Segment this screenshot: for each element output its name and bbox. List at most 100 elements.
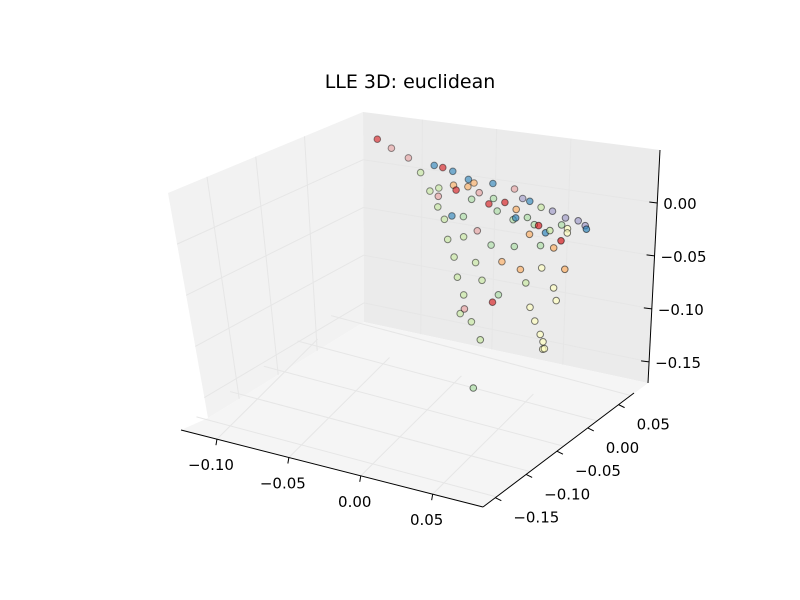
grid-line-back-wall-h-0 (363, 302, 650, 363)
data-point (476, 336, 485, 344)
grid-line-back-wall-v-2 (562, 138, 572, 365)
x-tick-mark (215, 439, 218, 446)
data-point (582, 225, 591, 233)
data-point (557, 237, 565, 245)
data-point (464, 182, 472, 191)
data-point (549, 244, 558, 252)
data-point (440, 215, 449, 224)
grid-line-left-wall-v-1 (255, 156, 279, 375)
y-tick-mark (618, 404, 625, 409)
data-point (467, 195, 476, 204)
data-point (546, 226, 554, 235)
data-point (448, 212, 456, 220)
data-point (469, 384, 478, 392)
axis-lines (180, 149, 661, 508)
data-point (511, 214, 520, 222)
data-point (537, 264, 546, 272)
data-point (537, 203, 545, 212)
data-point (488, 298, 497, 307)
data-point (459, 212, 468, 221)
data-point (563, 229, 572, 237)
data-point (450, 253, 458, 261)
data-point (464, 175, 473, 184)
z-tick-label: −0.15 (655, 354, 701, 372)
data-point (526, 197, 534, 206)
grid-line-back-wall-h-1 (363, 254, 652, 310)
z-tick-mark (643, 307, 652, 310)
grid-line-left-wall-h-2 (185, 207, 364, 296)
data-point (443, 235, 452, 244)
data-point (387, 144, 396, 152)
z-tick-label: −0.10 (658, 301, 704, 319)
x-tick-mark (431, 494, 434, 501)
data-point (449, 167, 457, 176)
grid-line-floor-y-3 (297, 340, 598, 422)
data-point (539, 338, 547, 346)
z-tick-mark (641, 360, 650, 363)
data-point (531, 317, 539, 325)
data-point (494, 291, 503, 299)
grid-line-floor-x-3 (432, 393, 534, 495)
grid-line-floor-y-2 (263, 365, 564, 447)
x-tick-label: 0.00 (338, 493, 371, 511)
data-point (434, 192, 443, 201)
data-point (416, 168, 425, 177)
data-point (404, 154, 413, 162)
data-point (561, 265, 569, 274)
data-point (489, 179, 497, 188)
grid-line-back-wall-v-1 (491, 129, 498, 350)
data-point (459, 291, 468, 299)
grid-lines (176, 119, 658, 498)
grid-line-floor-x-0 (216, 338, 318, 440)
floor-pane (181, 322, 648, 507)
y-tick-label: −0.10 (544, 485, 590, 503)
data-point (510, 185, 519, 193)
data-point (552, 296, 561, 305)
grid-line-floor-x-2 (360, 375, 462, 477)
x-tick-label: 0.05 (410, 511, 443, 529)
grid-line-left-wall-v-2 (304, 136, 318, 351)
data-point (512, 205, 521, 214)
x-tick-label: −0.10 (188, 456, 234, 474)
data-point (485, 200, 493, 208)
data-point (475, 188, 484, 197)
grid-line-left-wall-h-0 (204, 302, 365, 398)
chart-title: LLE 3D: euclidean (324, 71, 496, 93)
data-point (536, 330, 545, 339)
y-tick-label: −0.15 (513, 509, 559, 527)
data-point (536, 241, 545, 250)
data-point (489, 194, 498, 203)
data-point (574, 217, 583, 225)
data-point (470, 179, 478, 187)
data-point (473, 227, 482, 235)
data-point (373, 135, 382, 143)
grid-line-left-wall-h-1 (195, 254, 364, 347)
y-tick-mark (587, 427, 594, 432)
x-tick-mark (359, 475, 362, 482)
data-point (478, 276, 486, 285)
y-axis-line (482, 392, 635, 508)
data-point (525, 230, 534, 239)
y-tick-label: −0.05 (575, 462, 621, 480)
data-point (487, 241, 495, 249)
grid-line-floor-y-1 (230, 391, 531, 473)
data-point (456, 309, 465, 318)
grid-line-left-wall-h-3 (176, 159, 364, 245)
data-point (561, 214, 570, 222)
data-point (523, 213, 532, 222)
z-tick-mark (646, 254, 655, 257)
grid-line-back-wall-h-2 (363, 206, 655, 257)
data-point (460, 305, 469, 313)
grid-line-back-wall-h-3 (363, 159, 658, 204)
data-point (518, 194, 527, 203)
data-point (459, 233, 468, 241)
y-tick-mark (556, 450, 564, 455)
x-tick-mark (287, 457, 290, 464)
z-axis-line (647, 149, 661, 384)
data-point (434, 203, 442, 211)
data-point (493, 207, 502, 215)
z-tick-label: 0.00 (663, 195, 696, 213)
grid-line-left-wall-v-0 (206, 176, 240, 399)
